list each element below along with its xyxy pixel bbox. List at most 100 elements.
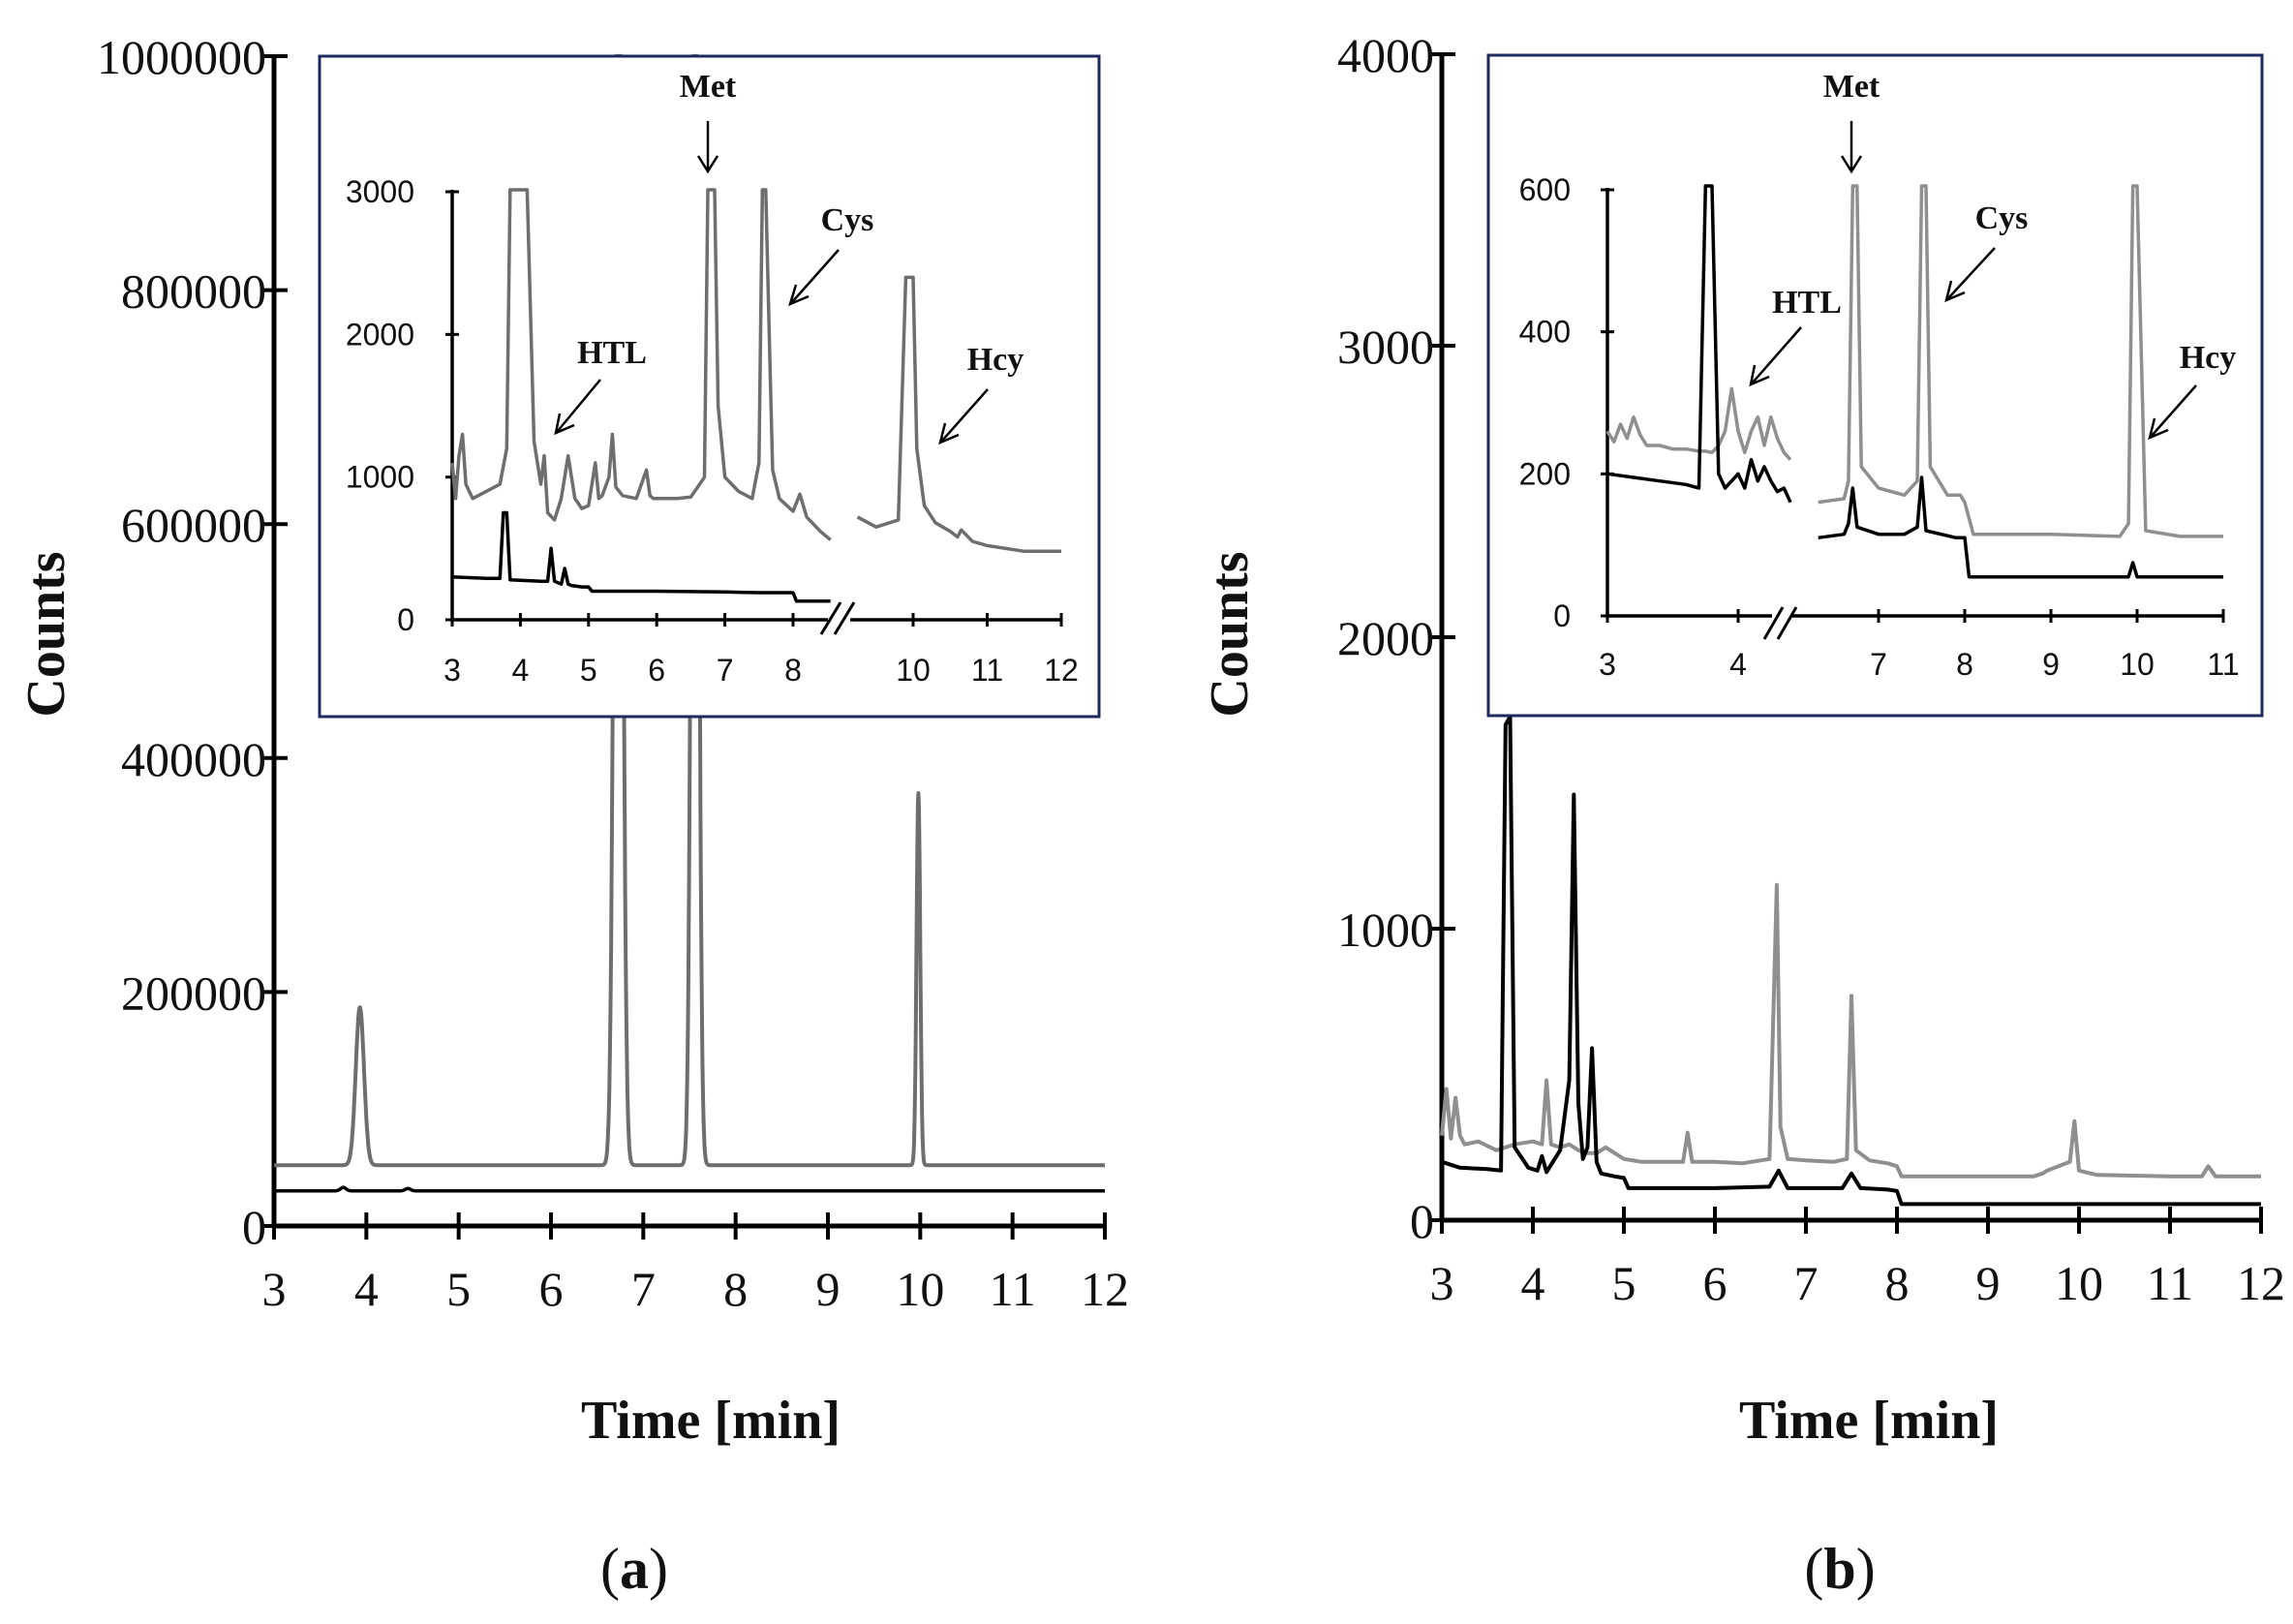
panel-b-inset-series-sample-left	[1605, 386, 1792, 461]
panel-a-arrow-cys-icon	[788, 249, 840, 307]
panel-b-inset-y-tick-label: 200	[1519, 456, 1571, 491]
panel-b-x-tick-label: 10	[2055, 1256, 2103, 1310]
panel-b-x-tick-label: 12	[2237, 1256, 2285, 1310]
panel-a-x-tick-label: 11	[990, 1262, 1036, 1316]
panel-a-x-tick-label: 8	[723, 1262, 748, 1316]
panel-a-label: (a)	[600, 1537, 668, 1601]
panel-b-inset-frame	[1486, 53, 2264, 718]
panel-a-axes: 0 200000 400000 600000 800000 1000000 3 4 5 6 7 8 9 1…	[97, 30, 1129, 1316]
panel-a-x-tick-label: 3	[262, 1262, 287, 1316]
panel-b-x-tick-label: 9	[1976, 1256, 2001, 1310]
panel-b-inset-axes: 0 200 400 600 3 4 7 8 9 10 11	[1519, 172, 2240, 682]
panel-b-inset-y-tick-label: 600	[1519, 172, 1571, 207]
panel-a-inset-series	[450, 188, 1061, 603]
panel-b-series-blank	[1441, 715, 2261, 1207]
panel-b-inset-x-tick-label: 7	[1870, 647, 1887, 682]
panel-a-y-tick-label: 0	[242, 1200, 266, 1254]
panel-a-y-tick-label: 400000	[121, 732, 266, 786]
panel-b-label: (b)	[1804, 1537, 1875, 1601]
panel-a-inset-y-tick-label: 3000	[346, 174, 414, 209]
panel-a-annot-met: Met	[680, 69, 737, 105]
panel-a-y-tick-label: 600000	[121, 498, 266, 552]
panel-b-arrow-cys-icon	[1944, 247, 1996, 303]
panel-a-chart: 0 200000 400000 600000 800000 1000000 3 4 5 6 7 8 9 1…	[16, 30, 1129, 1601]
panel-a-y-tick-label: 1000000	[97, 30, 266, 84]
panel-b-inset-x-tick-label: 10	[2120, 647, 2155, 682]
panel-a-inset-x-tick-label: 8	[784, 653, 802, 688]
panel-a-x-tick-label: 6	[539, 1262, 564, 1316]
panel-b-annot-hcy: Hcy	[2180, 340, 2237, 376]
panel-a-x-tick-label: 7	[631, 1262, 656, 1316]
panel-b-x-tick-label: 6	[1703, 1256, 1727, 1310]
panel-a-inset-y-tick-label: 0	[397, 602, 414, 637]
panel-a-series-blank	[272, 1185, 1107, 1193]
panel-b-inset-x-tick-label: 4	[1729, 647, 1747, 682]
panel-b-y-tick-label: 1000	[1337, 903, 1434, 957]
panel-a-annot-hcy: Hcy	[967, 342, 1024, 378]
panel-b-inset-break-mark	[1762, 606, 1798, 640]
panel-b-y-axis-title: Counts	[1200, 551, 1260, 717]
panel-b-inset-series-blank-left	[1606, 184, 1792, 504]
panel-b-arrow-htl-icon	[1749, 326, 1802, 387]
panel-a-series-sample	[272, 54, 1107, 1168]
panel-a-x-tick-label: 5	[446, 1262, 471, 1316]
panel-b-inset-series	[1605, 184, 2223, 579]
panel-a-inset-break-mark	[819, 601, 856, 635]
panel-a-inset-x-tick-label: 12	[1044, 653, 1079, 688]
panel-a-x-tick-label: 12	[1081, 1262, 1129, 1316]
panel-a-x-tick-label: 4	[354, 1262, 379, 1316]
panel-a-inset-y-tick-label: 2000	[346, 317, 414, 352]
panel-b-arrow-hcy-icon	[2148, 384, 2197, 441]
panel-a-inset: 0 1000 2000 3000 3 4 5 6 7 8 10 11 12 Met Cys HTL Hc…	[318, 54, 1101, 719]
panel-a-annot-cys: Cys	[821, 202, 874, 238]
panel-a-inset-frame	[318, 54, 1101, 719]
panel-a-inset-x-tick-label: 10	[896, 653, 931, 688]
panel-a-annot-htl: HTL	[577, 335, 647, 371]
panel-a-x-axis-title: Time [min]	[581, 1391, 841, 1451]
panel-b-inset-y-tick-label: 0	[1553, 598, 1571, 633]
panel-b-arrow-met-icon	[1840, 121, 1863, 174]
panel-b-inset-x-tick-label: 3	[1599, 647, 1616, 682]
panel-a-inset-x-tick-label: 5	[580, 653, 597, 688]
panel-a-x-tick-label: 10	[896, 1262, 944, 1316]
panel-a-inset-x-tick-label: 7	[717, 653, 734, 688]
panel-b-y-tick-label: 2000	[1337, 611, 1434, 665]
panel-b-series-sample	[1440, 882, 2261, 1179]
panel-b-x-axis-title: Time [min]	[1739, 1391, 1999, 1451]
panel-a-x-tick-label: 9	[816, 1262, 841, 1316]
panel-a-inset-x-tick-label: 6	[648, 653, 665, 688]
panel-a-y-axis-title: Counts	[16, 551, 76, 717]
panel-a-inset-series-blank-left	[451, 510, 831, 603]
panel-a-y-tick-label: 200000	[121, 965, 266, 1020]
panel-a-y-tick-label: 800000	[121, 264, 266, 319]
panel-a-inset-series-sample-left	[450, 188, 832, 541]
panel-a-series	[272, 54, 1107, 1193]
panel-a-arrow-met-icon	[696, 121, 719, 174]
panel-b-inset-series-blank-right	[1818, 475, 2223, 579]
panel-b-inset-x-tick-label: 9	[2042, 647, 2060, 682]
panel-a-inset-series-sample-right	[856, 275, 1061, 554]
panel-b-inset-y-tick-label: 400	[1519, 315, 1571, 350]
panel-b-series	[1440, 715, 2261, 1207]
panel-b-y-tick-label: 4000	[1337, 28, 1434, 82]
panel-b-x-tick-label: 7	[1794, 1256, 1819, 1310]
panel-b-inset-x-tick-label: 8	[1956, 647, 1973, 682]
panel-a-inset-x-tick-label: 4	[512, 653, 530, 688]
panel-b-x-tick-label: 5	[1612, 1256, 1636, 1310]
panel-a-arrow-htl-icon	[554, 379, 601, 436]
panel-a-arrow-hcy-icon	[938, 388, 989, 445]
panel-b-annot-met: Met	[1823, 69, 1880, 105]
panel-b-y-tick-label: 3000	[1337, 320, 1434, 374]
panel-b-x-tick-label: 8	[1885, 1256, 1910, 1310]
panel-b-annot-cys: Cys	[1975, 200, 2029, 236]
panel-b-annot-htl: HTL	[1772, 285, 1842, 321]
panel-b-x-tick-label: 11	[2147, 1256, 2193, 1310]
panel-b-inset-series-sample-right	[1818, 184, 2223, 538]
panel-b-y-tick-label: 0	[1410, 1194, 1434, 1248]
panel-b-inset: 0 200 400 600 3 4 7 8 9 10 11 Met Cys HTL Hcy	[1486, 53, 2264, 718]
panel-b-inset-x-tick-label: 11	[2207, 647, 2239, 682]
panel-a-inset-x-tick-label: 3	[443, 653, 461, 688]
